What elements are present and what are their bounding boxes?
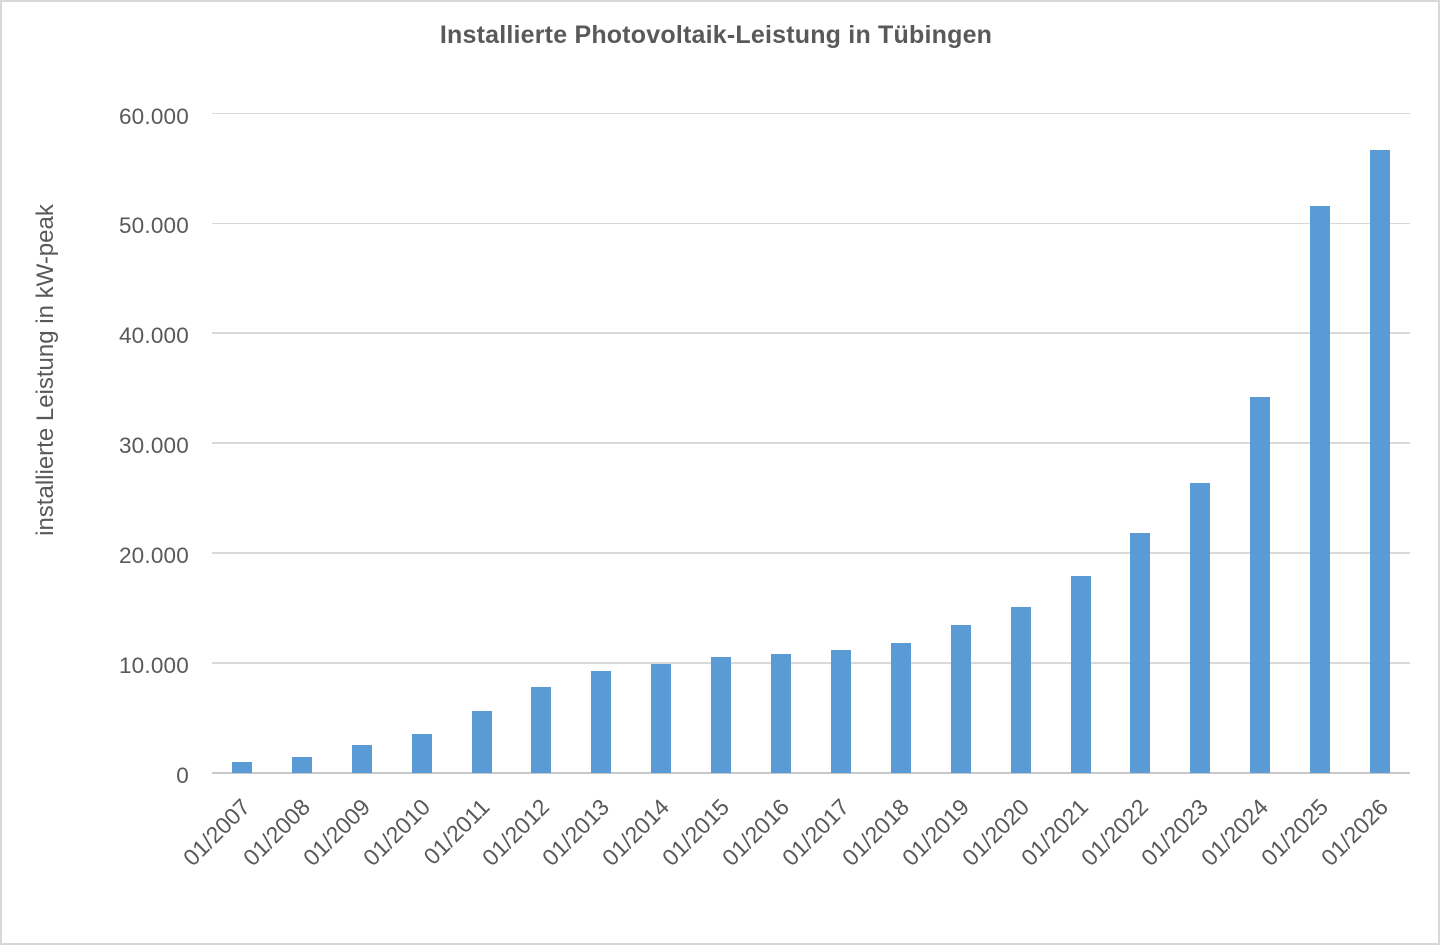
bar-01/2017 bbox=[830, 649, 851, 773]
bar-01/2010 bbox=[411, 733, 432, 773]
bar-01/2015 bbox=[711, 656, 732, 773]
bar-01/2018 bbox=[890, 643, 911, 773]
bar-01/2020 bbox=[1010, 606, 1031, 773]
y-tick-label: 10.000 bbox=[118, 653, 189, 678]
bar-01/2024 bbox=[1250, 397, 1271, 773]
y-tick-label: 40.000 bbox=[118, 323, 189, 349]
y-tick-label: 20.000 bbox=[118, 543, 189, 569]
gridline-20000 bbox=[212, 552, 1410, 554]
chart-title: Installierte Photovoltaik-Leistung in Tü… bbox=[439, 21, 993, 49]
y-tick-label: 50.000 bbox=[118, 213, 189, 239]
bar-01/2009 bbox=[351, 745, 372, 773]
bar-01/2023 bbox=[1190, 482, 1211, 773]
bar-01/2025 bbox=[1310, 206, 1331, 773]
bar-01/2008 bbox=[291, 756, 312, 773]
bar-01/2007 bbox=[231, 762, 252, 773]
bar-01/2014 bbox=[651, 663, 672, 773]
y-axis-title: installierte Leistung in kW-peak bbox=[32, 204, 59, 536]
y-tick-label: 30.000 bbox=[118, 433, 189, 459]
gridline-50000 bbox=[212, 222, 1410, 225]
y-tick-label: 60.000 bbox=[118, 103, 189, 129]
gridline-40000 bbox=[212, 332, 1410, 334]
bar-01/2021 bbox=[1070, 576, 1091, 773]
bar-01/2011 bbox=[471, 711, 492, 773]
bar-01/2012 bbox=[531, 686, 552, 773]
gridline-60000 bbox=[212, 112, 1410, 115]
bar-01/2022 bbox=[1130, 533, 1151, 773]
x-axis-line bbox=[212, 772, 1410, 774]
bar-01/2026 bbox=[1370, 150, 1391, 773]
gridline-30000 bbox=[212, 442, 1410, 444]
bar-01/2019 bbox=[950, 624, 971, 773]
gridline-10000 bbox=[212, 662, 1410, 664]
y-tick-label: 0 bbox=[176, 762, 189, 788]
bar-01/2013 bbox=[591, 671, 612, 773]
bar-01/2016 bbox=[771, 654, 792, 773]
